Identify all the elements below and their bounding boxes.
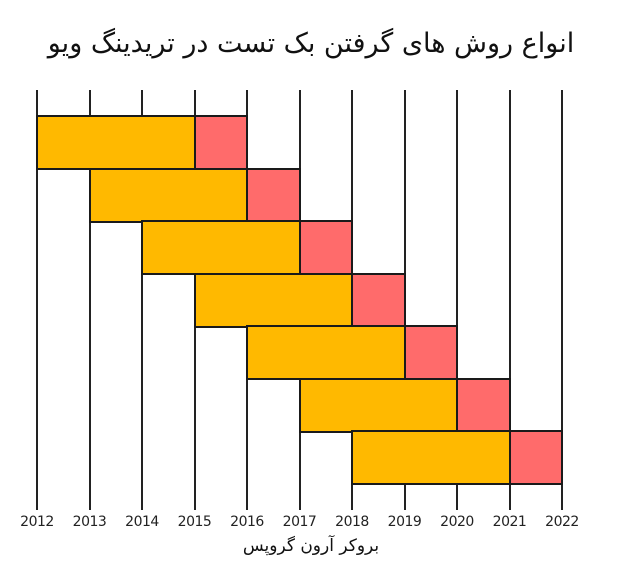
- gridline-2021: [508, 90, 511, 510]
- x-tick-label: 2017: [282, 514, 317, 530]
- x-tick-label: 2014: [125, 514, 159, 530]
- in-sample-bar: [298, 377, 458, 433]
- in-sample-bar: [246, 325, 406, 380]
- x-tick-label: 2020: [440, 514, 474, 530]
- out-of-sample-bar: [508, 430, 563, 485]
- in-sample-bar: [351, 430, 511, 485]
- x-tick-label: 2022: [545, 514, 579, 530]
- in-sample-bar: [88, 167, 248, 223]
- out-of-sample-bar: [298, 220, 353, 275]
- out-of-sample-bar: [456, 377, 511, 433]
- gridline-2013: [88, 90, 91, 510]
- chart-title: انواع روش های گرفتن بک تست در تریدینگ وی…: [47, 28, 575, 59]
- x-tick-label: 2012: [20, 514, 54, 530]
- x-tick-label: 2018: [335, 514, 369, 530]
- in-sample-bar: [141, 220, 301, 275]
- gridline-2020: [456, 90, 458, 510]
- x-tick-label: 2015: [177, 514, 212, 530]
- chart-caption: بروکر آرون گروپس: [242, 536, 380, 556]
- out-of-sample-bar: [193, 115, 248, 170]
- in-sample-bar: [193, 272, 353, 328]
- in-sample-bar: [36, 115, 196, 170]
- x-tick-label: 2019: [387, 514, 422, 530]
- gridline-2022: [561, 90, 563, 510]
- x-tick-label: 2016: [230, 514, 264, 530]
- x-tick-label: 2021: [492, 514, 527, 530]
- gridline-2012: [36, 90, 38, 510]
- gridline-2014: [141, 90, 143, 510]
- x-tick-label: 2013: [72, 514, 107, 530]
- out-of-sample-bar: [246, 167, 301, 223]
- out-of-sample-bar: [403, 325, 458, 380]
- out-of-sample-bar: [351, 272, 406, 328]
